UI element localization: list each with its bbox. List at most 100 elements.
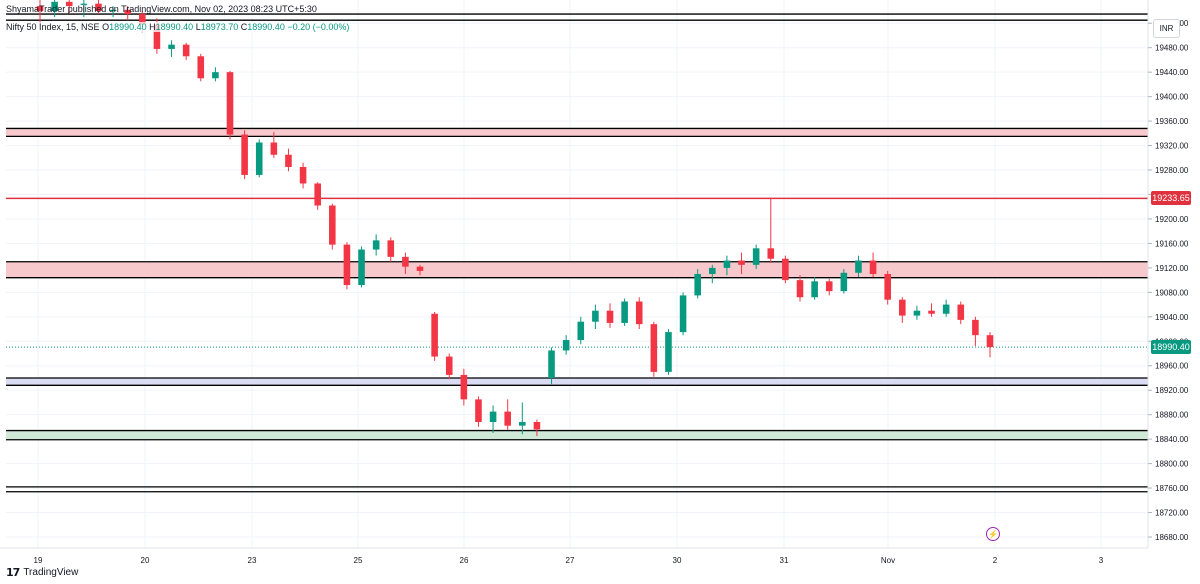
candle-body-35	[548, 350, 555, 378]
low-value: 18973.70	[200, 22, 239, 32]
candle-57	[869, 252, 877, 278]
currency-button[interactable]: INR	[1153, 19, 1180, 38]
y-tick-label-2: 19440.00	[1155, 68, 1189, 77]
lightning-icon[interactable]: ⚡	[986, 527, 1000, 541]
candle-body-12	[212, 72, 219, 79]
candle-body-59	[899, 299, 906, 316]
y-tick-label-6: 19280.00	[1155, 166, 1189, 175]
y-tick-label-21: 18680.00	[1155, 533, 1189, 542]
candle-48	[738, 252, 745, 274]
high-value: 18990.40	[155, 22, 194, 32]
candle-44	[679, 292, 687, 336]
candle-38	[592, 304, 599, 330]
ohlc-values: O18990.40 H18990.40 L18973.70 C18990.40 …	[102, 22, 349, 32]
candle-body-64	[972, 319, 979, 336]
candle-27	[431, 311, 438, 361]
candle-16	[270, 132, 278, 158]
zone-green-3	[6, 430, 1148, 440]
y-tick-label-17: 18840.00	[1155, 435, 1189, 444]
candle-45	[694, 269, 701, 299]
y-tick-label-12: 19040.00	[1155, 313, 1189, 322]
candle-body-45	[694, 274, 701, 296]
candle-2	[65, 0, 73, 15]
candle-58	[884, 270, 891, 305]
candle-body-17	[285, 154, 292, 167]
candle-body-25	[402, 256, 409, 267]
y-tick-label-3: 19400.00	[1155, 93, 1189, 102]
candle-body-65	[986, 335, 994, 348]
candle-body-24	[387, 240, 395, 257]
x-tick-label-7: 31	[780, 556, 789, 565]
x-tick-label-8: Nov	[881, 556, 895, 565]
candle-60	[913, 305, 921, 320]
candle-body-50	[767, 248, 775, 259]
candle-body-9	[168, 44, 175, 49]
candle-39	[606, 303, 614, 328]
y-tick-label-5: 19320.00	[1155, 142, 1189, 151]
candle-body-29	[460, 374, 468, 400]
candle-11	[197, 53, 205, 82]
candle-body-63	[957, 304, 965, 320]
candle-body-28	[445, 356, 453, 375]
candle-body-5	[109, 9, 117, 12]
candle-50	[767, 197, 775, 263]
candle-29	[460, 368, 468, 406]
candle-22	[358, 246, 365, 288]
zones	[6, 128, 1148, 440]
candle-56	[855, 255, 862, 278]
y-tick-label-16: 18880.00	[1155, 411, 1189, 420]
candle-body-52	[796, 280, 804, 298]
candle-14	[241, 130, 248, 180]
candle-19	[314, 182, 321, 210]
candle-body-11	[197, 56, 205, 79]
symbol-legend[interactable]: Nifty 50 Index, 15, NSE O18990.40 H18990…	[6, 22, 350, 32]
x-tick-label-5: 27	[566, 556, 575, 565]
y-tick-label-10: 19120.00	[1155, 264, 1189, 273]
candle-52	[796, 275, 804, 302]
candle-body-43	[665, 332, 672, 372]
candle-55	[840, 269, 848, 294]
candle-9	[168, 40, 175, 57]
candle-body-61	[928, 310, 935, 314]
candle-body-0	[36, 6, 44, 12]
candle-17	[285, 148, 292, 172]
y-tick-label-8: 19200.00	[1155, 215, 1189, 224]
y-tick-label-9: 19160.00	[1155, 239, 1189, 248]
zone-blue-2	[6, 377, 1148, 386]
price-axis[interactable]: 19520.0019480.0019440.0019400.0019360.00…	[1148, 19, 1189, 542]
candle-body-49	[752, 248, 760, 265]
publisher-line: ShyamaTrader published on TradingView.co…	[6, 4, 317, 14]
y-tick-label-11: 19080.00	[1155, 288, 1189, 297]
candle-body-7	[139, 14, 146, 25]
candle-59	[899, 297, 906, 323]
candle-body-16	[270, 142, 278, 155]
candle-64	[972, 316, 979, 347]
y-tick-label-4: 19360.00	[1155, 117, 1189, 126]
x-tick-label-1: 20	[141, 556, 150, 565]
candle-34	[533, 419, 541, 437]
candle-body-2	[65, 1, 73, 7]
y-tick-label-18: 18800.00	[1155, 460, 1189, 469]
zone-red-0	[6, 128, 1148, 137]
candle-body-40	[621, 301, 628, 323]
last-price-label: 18990.40	[1151, 340, 1191, 355]
x-tick-label-2: 23	[248, 556, 257, 565]
brand-name: TradingView	[23, 567, 79, 578]
candle-body-51	[782, 258, 789, 281]
time-axis[interactable]: 19 20 23 25 26 27 30 31 Nov 2 3	[34, 556, 1104, 565]
candle-5	[109, 6, 117, 18]
candle-1	[51, 0, 58, 18]
candle-body-20	[329, 205, 336, 245]
candle-body-58	[884, 274, 891, 300]
candle-62	[942, 299, 950, 317]
candle-3	[80, 0, 88, 18]
candle-body-32	[504, 411, 511, 426]
footer-brand[interactable]: 17 TradingView	[6, 566, 78, 579]
x-tick-label-0: 19	[34, 556, 43, 565]
y-tick-label-15: 18920.00	[1155, 386, 1189, 395]
x-tick-label-10: 3	[1099, 556, 1104, 565]
candle-body-26	[416, 266, 424, 271]
candle-23	[372, 234, 380, 256]
candle-33	[519, 402, 526, 435]
